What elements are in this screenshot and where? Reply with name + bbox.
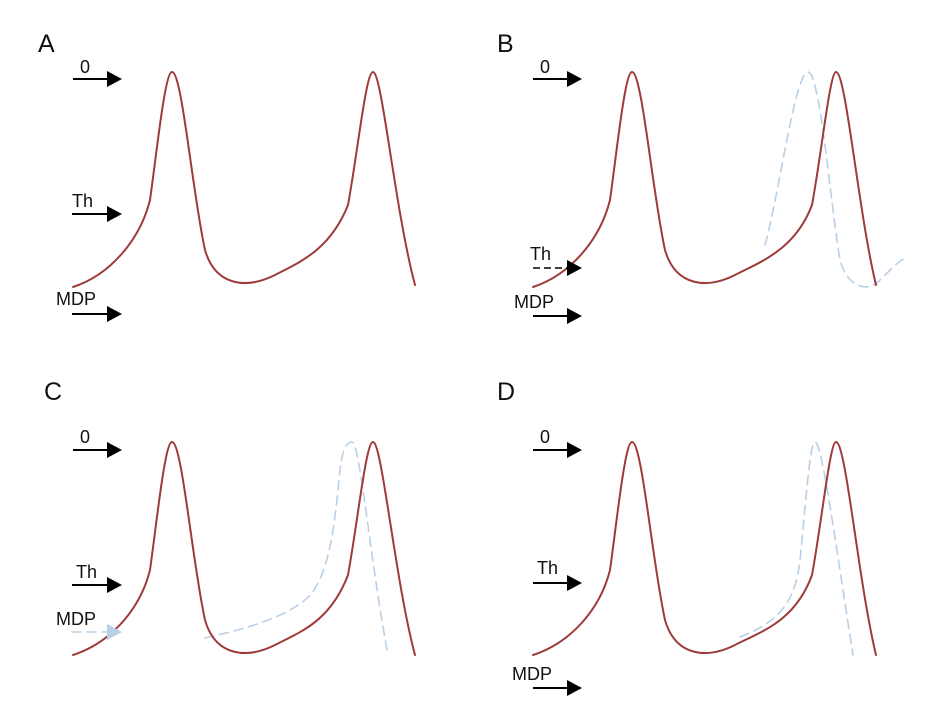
panel-b-zero-arrow-icon <box>567 71 582 87</box>
panel-c-threshold-marker: Th <box>72 562 122 593</box>
panel-a-threshold-marker: Th <box>72 191 122 222</box>
panel-b-modified-trace <box>764 71 906 288</box>
panel-a-zero-marker: 0 <box>73 57 122 87</box>
panel-d-trace <box>532 441 877 656</box>
panel-d-mdp-label: MDP <box>512 664 552 684</box>
panel-c: C 0 Th MDP <box>44 378 416 656</box>
panel-d-zero-label: 0 <box>540 427 550 447</box>
panel-c-modified-trace <box>204 441 389 656</box>
panel-d: D 0 Th MDP <box>497 378 877 696</box>
panel-d-mdp-arrow-icon <box>567 680 582 696</box>
panel-a-trace <box>72 71 416 288</box>
panel-c-zero-marker: 0 <box>73 427 122 458</box>
panel-c-zero-arrow-icon <box>107 442 122 458</box>
panel-c-threshold-arrow-icon <box>107 577 122 593</box>
panel-a-mdp-label: MDP <box>56 289 96 309</box>
panel-a-threshold-arrow-icon <box>107 206 122 222</box>
panel-b-mdp-arrow-icon <box>567 308 582 324</box>
panel-b-zero-label: 0 <box>540 57 550 77</box>
panel-a-threshold-label: Th <box>72 191 93 211</box>
panel-d-threshold-label: Th <box>537 558 558 578</box>
panel-a: A 0 Th MDP <box>38 30 416 322</box>
panel-b-mdp-label: MDP <box>514 292 554 312</box>
panel-a-mdp-arrow-icon <box>107 306 122 322</box>
panel-d-zero-marker: 0 <box>533 427 582 458</box>
panel-d-zero-arrow-icon <box>567 442 582 458</box>
panel-b: B 0 Th MDP <box>497 30 906 324</box>
panel-c-trace <box>72 441 416 656</box>
panel-b-mdp-marker: MDP <box>514 292 582 324</box>
panel-d-modified-trace <box>739 441 854 656</box>
panel-b-trace <box>532 71 877 288</box>
panel-d-letter: D <box>497 378 515 406</box>
panel-d-threshold-arrow-icon <box>567 575 582 591</box>
panel-b-threshold-marker: Th <box>530 244 582 276</box>
panel-b-letter: B <box>497 30 514 58</box>
panel-d-mdp-marker: MDP <box>512 664 582 696</box>
panel-b-zero-marker: 0 <box>533 57 582 87</box>
panel-c-zero-label: 0 <box>80 427 90 447</box>
panel-b-threshold-arrow-icon <box>567 260 582 276</box>
panel-b-threshold-label: Th <box>530 244 551 264</box>
panel-c-mdp-marker: MDP <box>56 609 122 640</box>
panel-a-zero-arrow-icon <box>107 71 122 87</box>
panel-a-zero-label: 0 <box>80 57 90 77</box>
panel-c-mdp-label: MDP <box>56 609 96 629</box>
panel-c-threshold-label: Th <box>76 562 97 582</box>
panel-c-letter: C <box>44 378 62 406</box>
panel-c-mdp-arrow-icon <box>107 624 122 640</box>
panel-d-threshold-marker: Th <box>533 558 582 591</box>
panel-a-letter: A <box>38 30 55 58</box>
panel-a-mdp-marker: MDP <box>56 289 122 322</box>
